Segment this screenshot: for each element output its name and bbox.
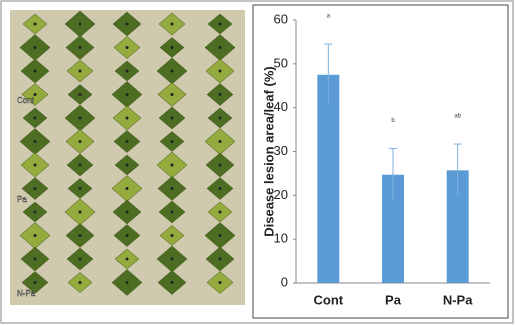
photo-label: N-Pa xyxy=(17,289,36,298)
x-tick-label: Cont xyxy=(314,292,344,307)
x-tick-label: N-Pa xyxy=(443,292,473,307)
leaf-spot xyxy=(125,140,129,143)
leaf-spot xyxy=(218,163,222,167)
leaf-spot xyxy=(125,257,129,261)
y-tick-label: 20 xyxy=(274,187,288,202)
leaf-spot xyxy=(78,163,82,167)
leaf-spot xyxy=(170,163,174,167)
y-tick-label: 60 xyxy=(274,11,288,26)
leaf-spot xyxy=(218,187,222,190)
leaf-spot xyxy=(125,46,129,49)
leaf-spot xyxy=(78,22,82,26)
leaf-spot xyxy=(170,116,174,120)
leaf-spot xyxy=(78,210,82,214)
leaf-spot xyxy=(78,46,82,49)
leaf-spot xyxy=(78,281,82,284)
bar xyxy=(382,174,404,283)
leaf-spot xyxy=(33,163,37,167)
photo-label: Cont xyxy=(17,96,35,105)
leaf-spot xyxy=(170,210,174,214)
photo-label: Pa xyxy=(17,195,27,204)
leaf-spot xyxy=(170,22,174,26)
leaf-spot xyxy=(170,93,174,96)
x-tick-label: Pa xyxy=(385,292,402,307)
leaf-spot xyxy=(218,46,222,49)
leaf-spot xyxy=(218,22,222,26)
leaf-spot xyxy=(78,93,82,96)
leaf-spot xyxy=(218,257,222,261)
y-tick-label: 40 xyxy=(274,99,288,114)
leaf-spot xyxy=(33,187,37,190)
leaf-spot xyxy=(170,46,174,49)
leaf-spot xyxy=(33,69,37,73)
significance-letter: a xyxy=(327,14,331,20)
leaf-spot xyxy=(170,234,174,237)
leaf-spot xyxy=(33,281,37,284)
y-tick-label: 10 xyxy=(274,231,288,246)
y-axis-label: Disease lesion area/leaf (%) xyxy=(261,66,276,237)
leaf-spot xyxy=(125,93,129,96)
leaf-spot xyxy=(170,187,174,190)
leaf-spot xyxy=(33,257,37,261)
leaf-spot xyxy=(125,187,129,190)
leaf-spot xyxy=(125,210,129,214)
leaf-spot xyxy=(125,281,129,284)
leaf-spot xyxy=(125,69,129,73)
leaf-spot xyxy=(33,116,37,120)
leaf-spot xyxy=(125,234,129,237)
leaf-spot xyxy=(170,257,174,261)
leaf-grid xyxy=(19,10,236,296)
leaf-spot xyxy=(78,234,82,237)
y-tick-label: 0 xyxy=(281,274,288,289)
significance-letter: b xyxy=(391,118,395,124)
leaf-spot xyxy=(33,234,37,237)
leaf-spot xyxy=(78,187,82,190)
leaf-spot xyxy=(33,22,37,26)
chart-border xyxy=(252,4,509,319)
leaf-spot xyxy=(218,93,222,96)
leaf-spot xyxy=(125,116,129,120)
bar xyxy=(317,74,340,284)
leaf-spot xyxy=(218,116,222,120)
bar xyxy=(446,170,469,283)
leaf-spot xyxy=(218,281,222,284)
leaf-spot xyxy=(78,116,82,120)
significance-letter: ab xyxy=(454,114,461,120)
y-tick-label: 30 xyxy=(274,143,288,158)
leaf-spot xyxy=(218,234,222,237)
leaf-spot xyxy=(218,210,222,214)
leaf-spot xyxy=(78,257,82,261)
leaf-spot xyxy=(78,140,82,143)
leaf-spot xyxy=(33,210,37,214)
leaf-spot xyxy=(33,140,37,143)
leaf-spot xyxy=(125,22,129,26)
leaf-spot xyxy=(170,140,174,143)
leaf-spot xyxy=(125,163,129,167)
leaf-spot xyxy=(33,93,37,96)
leaf-spot xyxy=(218,69,222,73)
leaf-spot xyxy=(78,69,82,73)
leaf-spot xyxy=(33,46,37,49)
leaf-spot xyxy=(170,69,174,73)
y-tick-label: 50 xyxy=(274,55,288,70)
leaf-spot xyxy=(218,140,222,143)
leaf-spot xyxy=(170,281,174,284)
